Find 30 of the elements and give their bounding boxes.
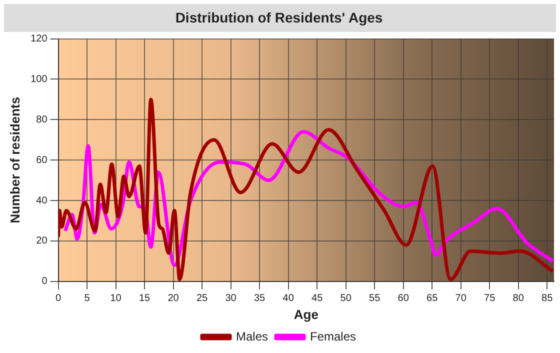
x-tick-label: 15 (138, 293, 151, 304)
x-tick-label: 55 (369, 293, 381, 304)
y-tick-label: 80 (36, 114, 48, 126)
y-tick-label: 100 (30, 74, 48, 85)
legend-label: Males (236, 329, 268, 344)
x-tick-label: 20 (168, 293, 180, 304)
y-tick-label: 40 (36, 195, 48, 206)
x-tick-label: 70 (455, 293, 467, 304)
x-tick-label: 0 (56, 293, 62, 304)
x-tick-label: 35 (254, 293, 266, 304)
x-axis-title: Age (294, 306, 318, 322)
x-tick-label: 45 (312, 293, 324, 304)
x-tick-label: 50 (340, 293, 352, 304)
legend-label: Females (310, 329, 356, 344)
x-tick-label: 60 (398, 293, 410, 304)
x-tick-label: 30 (225, 293, 237, 304)
x-tick-label: 65 (426, 293, 438, 304)
y-tick-label: 20 (36, 236, 48, 247)
x-tick-label: 85 (542, 293, 554, 304)
y-tick-label: 120 (30, 34, 48, 45)
x-tick-label: 80 (512, 293, 524, 304)
x-tick-label: 75 (484, 293, 496, 304)
x-tick-label: 25 (196, 293, 208, 304)
x-tick-label: 10 (110, 293, 122, 304)
chart-title: Distribution of Residents' Ages (175, 9, 383, 26)
x-tick-label: 5 (84, 293, 90, 304)
y-tick-label: 60 (36, 154, 48, 166)
y-tick-label: 0 (42, 276, 48, 288)
x-tick-label: 40 (282, 293, 294, 304)
y-axis-title: Number of residents (7, 96, 22, 224)
